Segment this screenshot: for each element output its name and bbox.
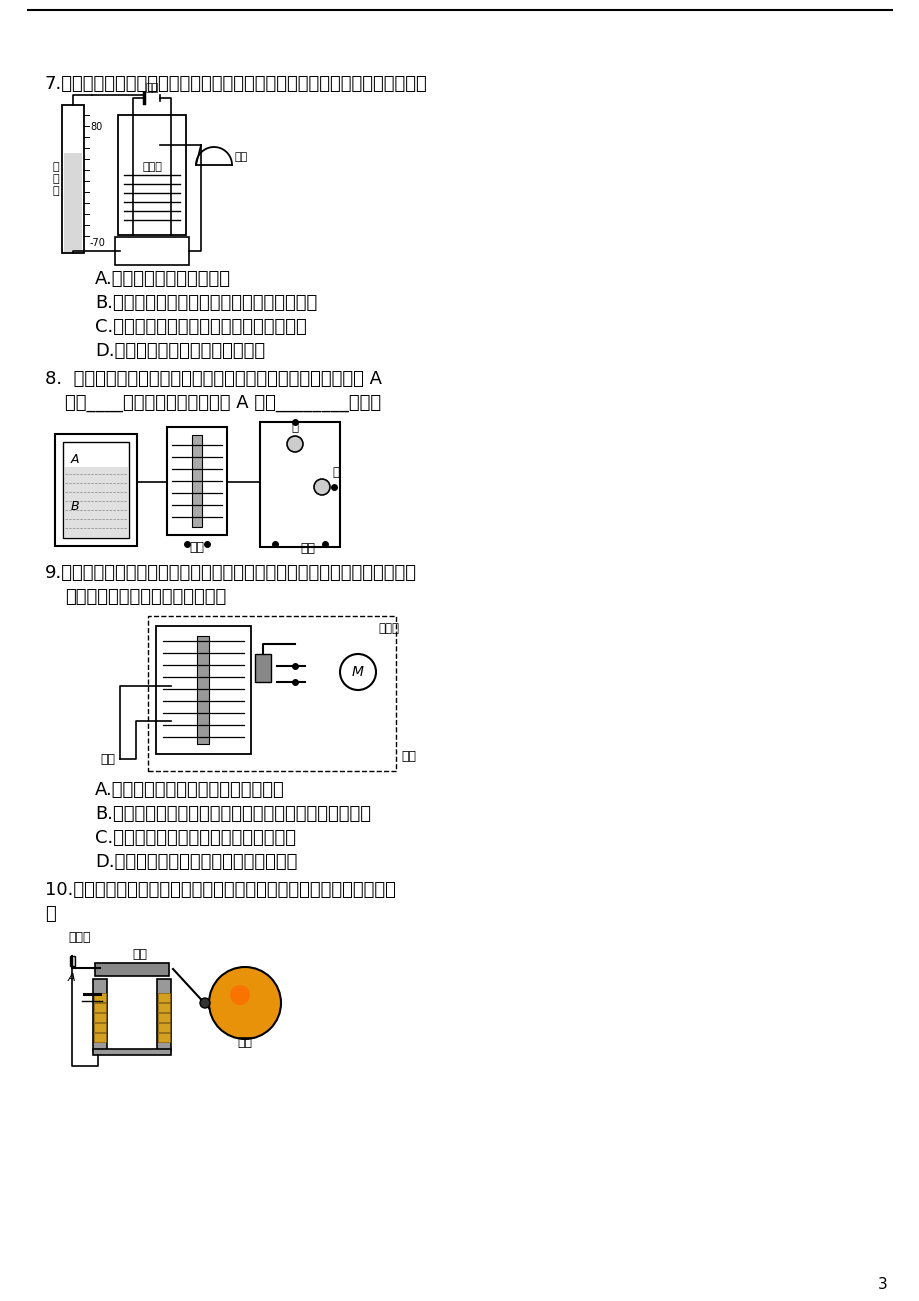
Bar xyxy=(94,1003,106,1012)
Bar xyxy=(197,636,209,744)
Text: D.　电磁铁继电器是一种电路开关: D. 电磁铁继电器是一种电路开关 xyxy=(95,342,265,360)
Bar xyxy=(62,105,84,252)
Circle shape xyxy=(287,436,302,451)
Bar xyxy=(94,993,106,1002)
Bar xyxy=(156,626,251,755)
Text: 弹性片: 弹性片 xyxy=(68,932,90,945)
Text: 金
属
丝: 金 属 丝 xyxy=(52,163,59,195)
Circle shape xyxy=(209,967,280,1039)
Bar xyxy=(148,615,395,771)
Bar xyxy=(64,154,82,252)
Bar xyxy=(157,978,171,1051)
Text: C.　报警器中的电磁铁运用了电流的热效应: C. 报警器中的电磁铁运用了电流的热效应 xyxy=(95,317,306,336)
Text: 电源: 电源 xyxy=(189,540,204,553)
Text: B.　电磁继电器实际是一个由电磁铁控制电路通断的开关: B. 电磁继电器实际是一个由电磁铁控制电路通断的开关 xyxy=(95,805,370,824)
Circle shape xyxy=(230,985,250,1004)
Bar xyxy=(158,1003,170,1012)
Text: 铃碗: 铃碗 xyxy=(237,1036,252,1049)
Bar xyxy=(55,435,137,546)
Text: 电动机: 电动机 xyxy=(378,622,399,635)
Text: 电源: 电源 xyxy=(100,752,115,765)
Text: 9.　如图所示，电磁继电器能通过低压控制电路间接地控制高压工作电路。下: 9. 如图所示，电磁继电器能通过低压控制电路间接地控制高压工作电路。下 xyxy=(45,565,416,582)
Text: B: B xyxy=(71,500,79,513)
Bar xyxy=(158,993,170,1002)
Bar xyxy=(158,1023,170,1032)
Bar xyxy=(70,956,75,967)
Bar xyxy=(167,427,227,535)
Text: 衔铁: 衔铁 xyxy=(132,948,147,961)
Text: 3: 3 xyxy=(878,1278,887,1292)
Text: M: M xyxy=(352,665,364,679)
Text: A: A xyxy=(71,453,79,466)
Text: 8.  如图所示是一种水位自动报警器原理图，水位没有到达金属块 A: 8. 如图所示是一种水位自动报警器原理图，水位没有到达金属块 A xyxy=(45,369,381,388)
Text: D.　利用电磁继电器主要是为了操作方便: D. 利用电磁继电器主要是为了操作方便 xyxy=(95,853,297,870)
Text: 电磁铁: 电磁铁 xyxy=(142,163,162,172)
Text: ）: ） xyxy=(45,905,56,922)
Text: A.　连有电动机的电路是低压控制电路: A. 连有电动机的电路是低压控制电路 xyxy=(95,781,285,799)
Bar xyxy=(255,654,271,682)
Text: 10.如图是直流电铃的工作原理图。关于电铃工作时的说法不正确的是（: 10.如图是直流电铃的工作原理图。关于电铃工作时的说法不正确的是（ xyxy=(45,881,395,899)
Bar xyxy=(192,435,202,527)
Bar xyxy=(158,1013,170,1023)
Text: 绿: 绿 xyxy=(291,420,298,433)
Text: 7.　如图是温度自动报警器的原理图，以下说法中不正确的是（　　　　　　）: 7. 如图是温度自动报警器的原理图，以下说法中不正确的是（ ） xyxy=(45,75,427,92)
Bar xyxy=(95,963,169,976)
Bar xyxy=(115,237,188,265)
Text: 电铃: 电铃 xyxy=(234,152,248,163)
Bar xyxy=(62,442,129,539)
Bar xyxy=(94,1033,106,1042)
Text: B.　温度计是根据液体热膨冷缩的性质工作的: B. 温度计是根据液体热膨冷缩的性质工作的 xyxy=(95,294,317,312)
Text: 电源: 电源 xyxy=(401,749,415,762)
Text: 电源: 电源 xyxy=(145,83,158,92)
Text: 红: 红 xyxy=(332,466,338,479)
Bar xyxy=(118,114,186,235)
Text: 时，____灯亮，水位到达金属块 A 时，________灯亮。: 时，____灯亮，水位到达金属块 A 时，________灯亮。 xyxy=(65,394,380,412)
Bar xyxy=(94,1023,106,1032)
Bar xyxy=(64,467,128,537)
Text: A: A xyxy=(67,973,74,984)
Text: -70: -70 xyxy=(90,238,106,248)
Text: 列说法正确的是（　　　　　　）: 列说法正确的是（ ） xyxy=(65,588,226,606)
Bar xyxy=(93,978,107,1051)
Text: A.　温度计中的水銀是导体: A. 温度计中的水銀是导体 xyxy=(95,271,231,288)
Text: 电源: 电源 xyxy=(301,541,315,554)
Bar xyxy=(93,1049,171,1055)
Bar xyxy=(94,1013,106,1023)
Text: 80: 80 xyxy=(90,122,102,131)
Text: C.　利用电磁继电器主要是为了节约用电: C. 利用电磁继电器主要是为了节约用电 xyxy=(95,829,296,847)
Bar xyxy=(158,1033,170,1042)
Bar xyxy=(260,422,340,546)
Circle shape xyxy=(199,998,210,1008)
Circle shape xyxy=(313,479,330,494)
